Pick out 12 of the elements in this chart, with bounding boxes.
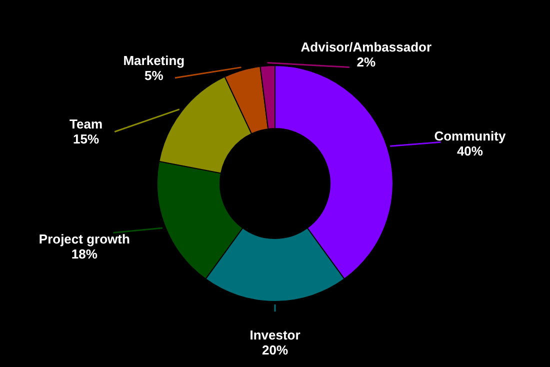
slice-label: Investor: [250, 328, 300, 342]
slice-label: Advisor/Ambassador: [300, 39, 432, 54]
data-label: 18%: [71, 246, 98, 262]
slice-label: Marketing: [123, 52, 185, 68]
data-label: 15%: [73, 132, 100, 147]
data-label: 40%: [456, 144, 484, 159]
slice-label: Community: [434, 128, 506, 144]
slice-label: Team: [70, 116, 103, 132]
data-label: 20%: [262, 342, 288, 358]
slice-label: Project growth: [38, 231, 130, 246]
data-label: 5%: [144, 68, 164, 83]
data-label: 2%: [356, 54, 376, 70]
